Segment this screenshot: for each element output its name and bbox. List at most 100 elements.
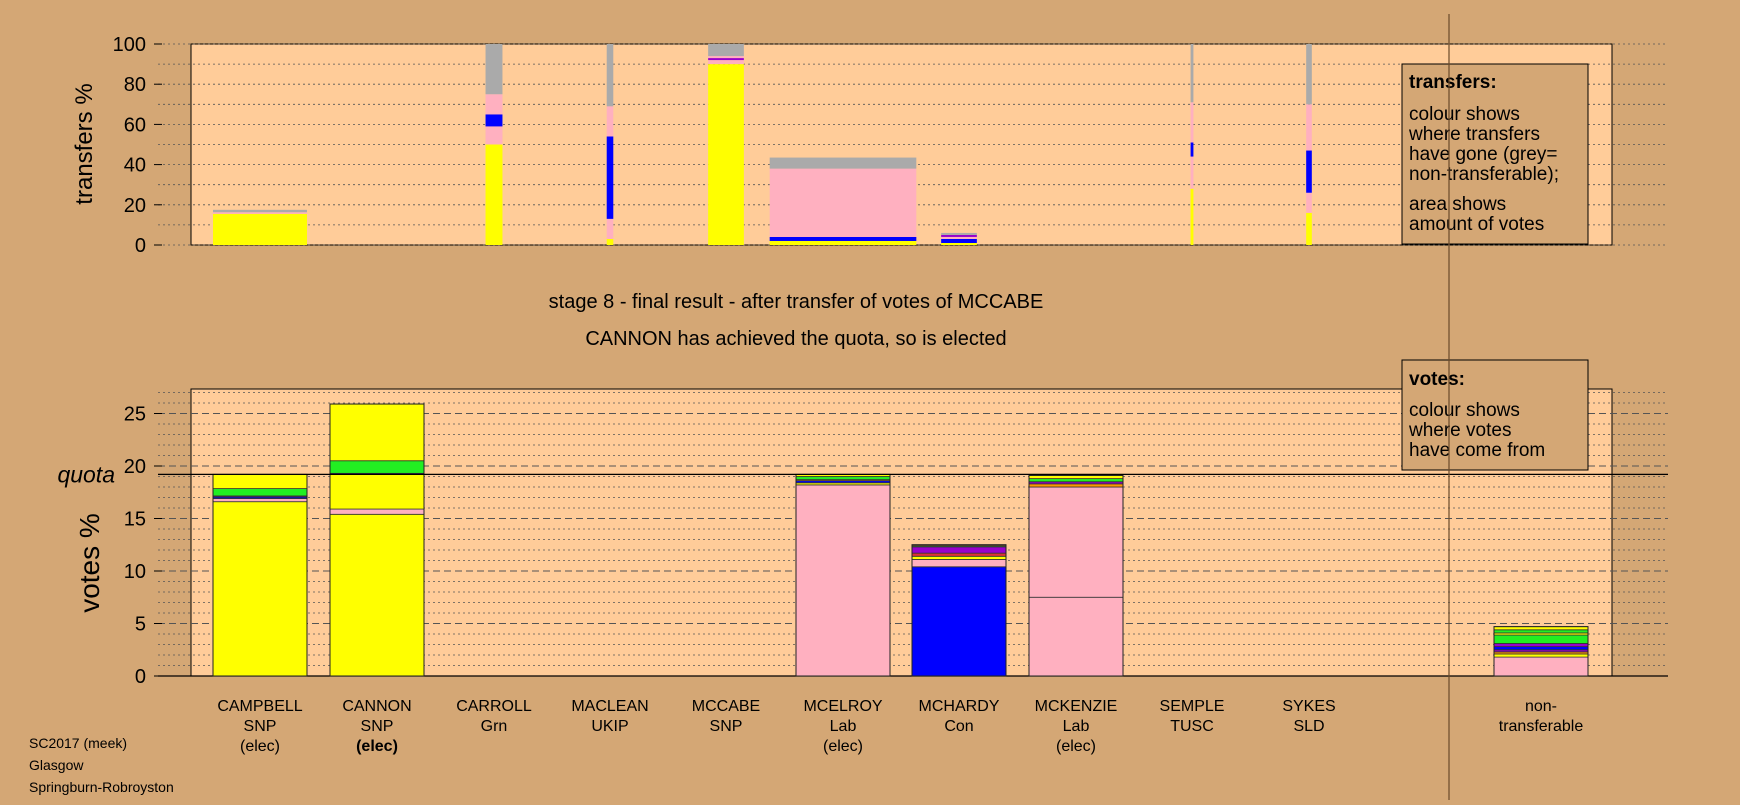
candidate-party: SNP bbox=[361, 718, 394, 735]
candidate-name: MCELROY bbox=[803, 698, 882, 715]
transfer-segment bbox=[769, 168, 917, 237]
transfer-segment bbox=[1190, 188, 1194, 245]
vote-bar-segment bbox=[329, 403, 425, 462]
candidate-party: Con bbox=[944, 718, 973, 735]
y-tick-label: 25 bbox=[124, 404, 146, 426]
transfer-segment bbox=[941, 232, 977, 235]
nontransferable-bar-segment bbox=[1493, 634, 1589, 644]
y-tick-label: 10 bbox=[124, 561, 146, 583]
transfer-segment bbox=[213, 212, 307, 214]
y-tick-label: 20 bbox=[124, 195, 146, 217]
transfer-segment bbox=[941, 238, 977, 243]
vote-bar-segment bbox=[212, 498, 308, 503]
candidate-name: MACLEAN bbox=[571, 698, 648, 715]
transfer-segment bbox=[941, 242, 977, 245]
transfers-plot: 0 20 40 60 80 100 transfers % bbox=[71, 34, 1668, 257]
transfer-segment bbox=[485, 94, 503, 115]
transfer-segment bbox=[213, 213, 307, 245]
vote-bar-segment bbox=[911, 555, 1007, 560]
vote-bar-segment bbox=[212, 501, 308, 677]
candidate-name: SEMPLE bbox=[1160, 698, 1225, 715]
y-tick-label: 40 bbox=[124, 155, 146, 177]
nontransferable-bar-segment bbox=[1493, 643, 1589, 648]
transfers-legend-line: area shows bbox=[1409, 194, 1506, 215]
y-tick-label: 80 bbox=[124, 74, 146, 96]
votes-legend: votes: colour shows where votes have com… bbox=[1401, 359, 1589, 471]
nontransferable-bar-outline bbox=[1493, 626, 1589, 677]
vote-bar-segment bbox=[911, 546, 1007, 554]
vote-bar-segment bbox=[795, 484, 891, 677]
transfer-segment bbox=[941, 234, 977, 237]
transfers-legend-line: where transfers bbox=[1408, 124, 1540, 145]
transfer-segment bbox=[485, 144, 503, 245]
votes-plot-area bbox=[190, 388, 1613, 677]
vote-bar-segment bbox=[795, 476, 891, 481]
transfer-segment bbox=[606, 238, 614, 245]
y-tick-label: 15 bbox=[124, 509, 146, 531]
y-tick-label: 60 bbox=[124, 114, 146, 136]
transfer-segment bbox=[485, 126, 503, 145]
vote-bar-segment bbox=[212, 488, 308, 497]
nontransferable-bar-segment bbox=[1493, 653, 1589, 658]
transfers-legend-line: non-transferable); bbox=[1409, 164, 1559, 185]
transfers-y-axis-label: transfers % bbox=[71, 83, 98, 204]
votes-y-axis-label: votes % bbox=[74, 513, 105, 613]
transfer-segment bbox=[1190, 156, 1194, 189]
transfers-legend-title: transfers: bbox=[1409, 72, 1497, 93]
nontransferable-label: non- bbox=[1525, 698, 1557, 715]
vote-bar-segment bbox=[329, 473, 425, 510]
transfer-segment bbox=[1306, 192, 1312, 213]
candidate-party: UKIP bbox=[591, 718, 628, 735]
transfer-segment bbox=[769, 236, 917, 241]
vote-bar-segment bbox=[1028, 483, 1124, 488]
vote-bar-segment bbox=[1028, 596, 1124, 677]
transfer-segment bbox=[1306, 150, 1312, 193]
transfer-segment bbox=[606, 136, 614, 219]
candidate-name: MCKENZIE bbox=[1035, 698, 1118, 715]
y-tick-label: 0 bbox=[135, 235, 146, 257]
transfer-segment bbox=[213, 209, 307, 213]
election-name: SC2017 (meek) bbox=[29, 735, 128, 751]
candidate-name: SYKES bbox=[1282, 698, 1335, 715]
vote-bar-segment bbox=[911, 566, 1007, 677]
candidate-party: Grn bbox=[481, 718, 508, 735]
transfers-legend-box bbox=[1401, 63, 1589, 245]
candidate-status: (elec) bbox=[240, 738, 280, 755]
ward-name: Springburn-Robroyston bbox=[29, 779, 174, 795]
transfer-segment bbox=[708, 58, 744, 61]
votes-legend-line: where votes bbox=[1408, 420, 1511, 441]
transfer-segment bbox=[1306, 104, 1312, 151]
vote-bar-segment bbox=[329, 508, 425, 515]
candidate-party: SLD bbox=[1293, 718, 1324, 735]
vote-bar-outline bbox=[911, 544, 1007, 677]
candidate-name: MCHARDY bbox=[919, 698, 1000, 715]
transfer-segment bbox=[485, 114, 503, 127]
vote-bar-segment bbox=[911, 552, 1007, 557]
vote-bar-segment bbox=[329, 460, 425, 474]
transfer-segment bbox=[708, 44, 744, 57]
vote-bar-segment bbox=[329, 513, 425, 677]
nontransferable-bar-segment bbox=[1493, 646, 1589, 651]
candidate-name: MCCABE bbox=[692, 698, 760, 715]
votes-legend-title: votes: bbox=[1409, 369, 1465, 390]
quota-label: quota bbox=[57, 461, 115, 487]
transfer-segment bbox=[606, 218, 614, 239]
transfer-segment bbox=[1306, 212, 1312, 245]
votes-legend-line: colour shows bbox=[1409, 400, 1520, 421]
council-name: Glasgow bbox=[29, 757, 84, 773]
votes-legend-line: have come from bbox=[1409, 440, 1545, 461]
candidate-status: (elec) bbox=[356, 738, 398, 755]
candidate-party: Lab bbox=[1063, 718, 1090, 735]
transfer-segment bbox=[769, 240, 917, 245]
transfer-segment bbox=[708, 56, 744, 59]
y-tick-label: 0 bbox=[135, 666, 146, 688]
y-tick-label: 5 bbox=[135, 614, 146, 636]
transfer-segment bbox=[708, 60, 744, 65]
candidate-name: CAMPBELL bbox=[217, 698, 302, 715]
votes-legend-box bbox=[1401, 359, 1589, 471]
candidate-name: CARROLL bbox=[456, 698, 532, 715]
transfers-legend-line: amount of votes bbox=[1409, 214, 1544, 235]
nontransferable-bar-segment bbox=[1493, 656, 1589, 677]
